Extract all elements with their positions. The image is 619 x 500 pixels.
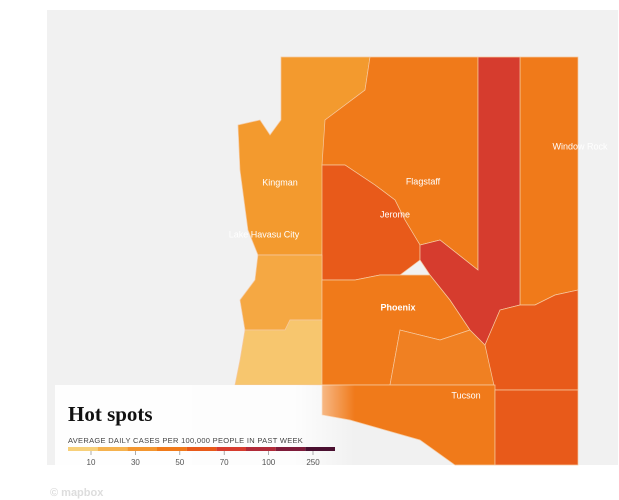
legend-swatch: [97, 447, 128, 451]
city-label: Kingman: [262, 177, 298, 187]
legend-panel: [55, 385, 355, 470]
legend-tick-label: 100: [262, 458, 276, 467]
legend-tick-label: 50: [175, 458, 184, 467]
county: [494, 389, 579, 466]
legend-tick-label: 10: [87, 458, 96, 467]
legend-swatch: [186, 447, 217, 451]
legend-tick-label: 70: [220, 458, 229, 467]
legend-tick-label: 30: [131, 458, 140, 467]
legend-swatch: [157, 447, 187, 451]
legend-swatch: [305, 447, 335, 451]
city-label: Window Rock: [552, 141, 608, 151]
counties: [234, 56, 579, 466]
county: [234, 319, 323, 386]
attribution: © mapbox: [50, 487, 104, 499]
city-label: Tucson: [451, 390, 480, 400]
legend-swatch: [246, 447, 276, 451]
legend-swatch: [68, 447, 98, 451]
legend-title: AVERAGE DAILY CASES PER 100,000 PEOPLE I…: [68, 436, 303, 445]
city-label: Jerome: [380, 209, 410, 219]
legend-swatch: [216, 447, 246, 451]
city-label: Lake Havasu City: [229, 229, 300, 239]
city-labels: Kingman Flagstaff Jerome Lake Havasu Cit…: [229, 141, 608, 400]
city-label: Phoenix: [380, 302, 415, 312]
title: Hot spots: [68, 402, 153, 426]
legend-swatch: [275, 447, 306, 451]
city-label: Flagstaff: [406, 176, 441, 186]
legend-swatch: [127, 447, 157, 451]
legend-tick-label: 250: [306, 458, 320, 467]
county: [519, 56, 579, 306]
legend: 10 30 50 70 100 250: [68, 447, 335, 467]
